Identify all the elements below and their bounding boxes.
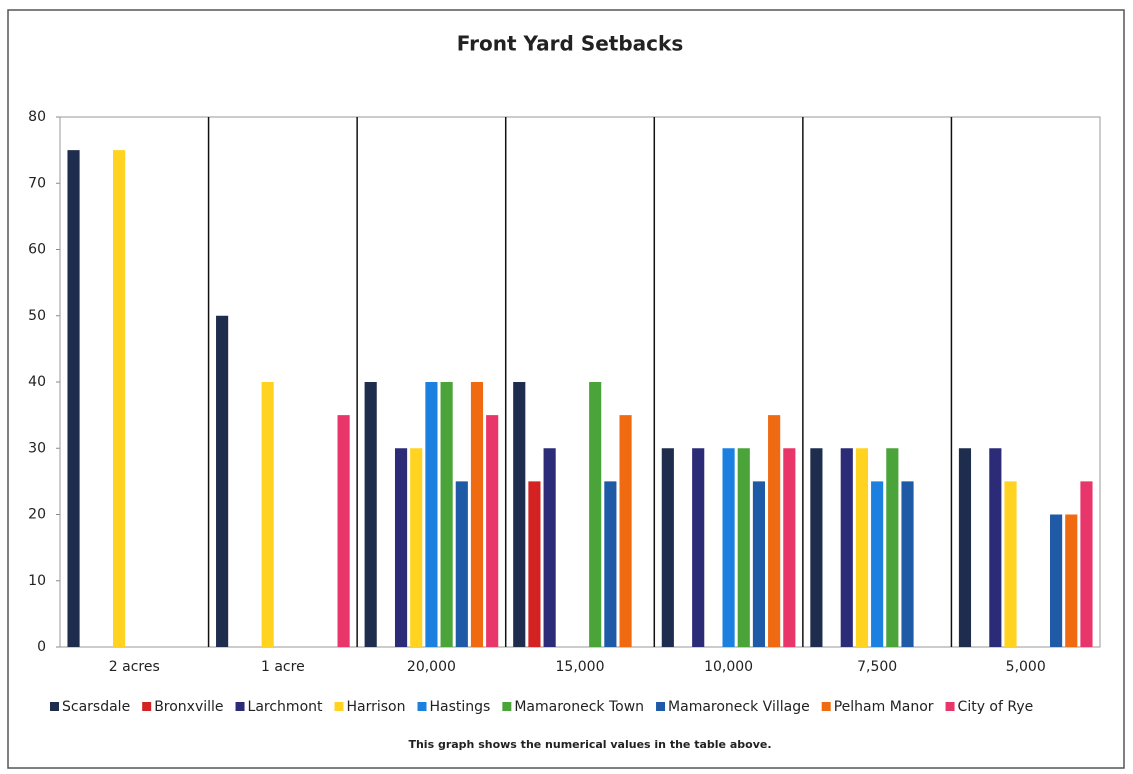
y-tick-label: 10 xyxy=(28,573,46,589)
bar xyxy=(752,481,766,647)
y-tick-label: 70 xyxy=(28,175,46,191)
legend-swatch xyxy=(502,702,512,711)
bar xyxy=(989,448,1002,647)
y-tick-label: 80 xyxy=(28,109,46,125)
legend-swatch xyxy=(50,702,59,711)
x-tick-label: 5,000 xyxy=(1006,659,1046,675)
chart-border xyxy=(7,9,1125,769)
x-tick-label: 2 acres xyxy=(109,659,160,675)
bar xyxy=(1065,514,1078,647)
bar xyxy=(619,415,632,647)
legend-swatch xyxy=(945,702,955,711)
bar xyxy=(589,382,602,647)
bar xyxy=(261,382,274,647)
x-tick-label: 10,000 xyxy=(704,659,753,675)
bar xyxy=(810,448,823,647)
bar xyxy=(886,448,899,647)
bar xyxy=(410,448,423,647)
legend-swatch xyxy=(417,702,427,711)
bar xyxy=(871,481,884,647)
bar xyxy=(455,481,468,647)
bar xyxy=(737,448,750,647)
bar xyxy=(364,382,377,647)
bar xyxy=(783,448,796,647)
bar xyxy=(692,448,705,647)
y-tick-label: 0 xyxy=(37,639,46,655)
plot-frame xyxy=(59,116,1101,648)
bar xyxy=(840,448,853,647)
x-tick-label: 15,000 xyxy=(556,659,605,675)
legend-label: Bronxville xyxy=(154,699,223,715)
bar xyxy=(486,415,499,647)
bar xyxy=(528,481,541,647)
bar xyxy=(604,481,617,647)
y-tick-label: 50 xyxy=(28,308,46,324)
bar xyxy=(440,382,453,647)
legend-label: Pelham Manor xyxy=(834,699,934,715)
bar xyxy=(216,315,229,647)
chart-title: Front Yard Setbacks xyxy=(457,32,683,56)
legend-label: City of Rye xyxy=(958,699,1034,715)
bar xyxy=(1050,514,1063,647)
bar xyxy=(513,382,526,647)
legend-swatch xyxy=(235,702,245,711)
legend-swatch xyxy=(334,702,344,711)
legend-label: Harrison xyxy=(347,699,406,715)
bar xyxy=(768,415,781,647)
bar xyxy=(470,382,484,647)
bar xyxy=(661,448,674,647)
legend-label: Hastings xyxy=(430,699,491,715)
legend-swatch xyxy=(142,702,152,711)
bar xyxy=(1080,481,1093,647)
bar xyxy=(958,448,972,647)
y-tick-label: 60 xyxy=(28,242,46,258)
bar xyxy=(1004,481,1017,647)
y-tick-label: 30 xyxy=(28,440,46,456)
bar xyxy=(855,448,869,647)
y-tick-label: 40 xyxy=(28,374,46,390)
legend-swatch xyxy=(821,702,831,711)
legend-label: Mamaroneck Town xyxy=(514,699,644,715)
bar xyxy=(67,150,80,647)
legend-label: Scarsdale xyxy=(62,699,130,715)
bar xyxy=(113,150,126,647)
legend-label: Mamaroneck Village xyxy=(668,699,810,715)
x-tick-label: 20,000 xyxy=(407,659,456,675)
x-tick-label: 1 acre xyxy=(261,659,305,675)
legend-swatch xyxy=(656,702,666,711)
y-tick-label: 20 xyxy=(28,507,46,523)
bar xyxy=(337,415,350,647)
bar xyxy=(425,382,438,647)
bar xyxy=(394,448,408,647)
bar xyxy=(901,481,914,647)
bar xyxy=(543,448,556,647)
legend-label: Larchmont xyxy=(248,699,323,715)
x-tick-label: 7,500 xyxy=(857,659,897,675)
chart-note: This graph shows the numerical values in… xyxy=(408,738,771,751)
bar xyxy=(722,448,735,647)
